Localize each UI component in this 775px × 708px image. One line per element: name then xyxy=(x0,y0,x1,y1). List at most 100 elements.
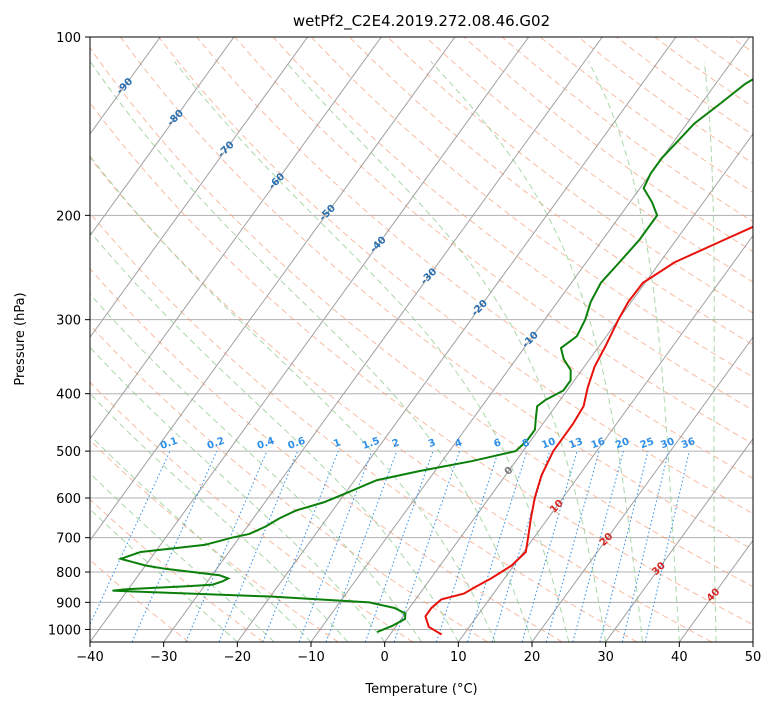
mixing-ratio-label: 13 xyxy=(568,436,585,451)
mixing-ratio-label: 25 xyxy=(639,436,656,451)
dry-adiabat xyxy=(90,268,563,642)
mixing-ratio-line xyxy=(393,450,461,642)
isotherm-line xyxy=(678,539,753,642)
mixing-ratio-line xyxy=(364,450,434,642)
isotherm-line xyxy=(531,336,753,642)
mixing-ratio-line xyxy=(218,450,299,642)
mixing-ratio-line xyxy=(435,450,499,642)
x-tick-label: −40 xyxy=(76,650,103,665)
y-tick-label: 200 xyxy=(56,209,81,224)
mixing-ratio-line xyxy=(545,450,600,642)
dry-adiabat xyxy=(120,37,753,551)
dry-adiabat xyxy=(196,37,753,479)
moist-adiabat xyxy=(90,61,533,642)
dry-adiabat xyxy=(158,37,753,515)
moist-adiabat xyxy=(90,434,312,642)
dry-adiabat xyxy=(90,324,488,642)
dry-adiabat xyxy=(387,37,753,314)
isotherm-line xyxy=(90,37,235,237)
mixing-ratio-line xyxy=(131,450,218,642)
mixing-ratio-label: 10 xyxy=(540,436,557,451)
y-tick-label: 300 xyxy=(56,314,81,329)
x-tick-label: 0 xyxy=(381,650,389,665)
moist-adiabat xyxy=(588,61,680,642)
y-tick-label: 400 xyxy=(56,388,81,403)
moist-adiabat xyxy=(90,508,238,642)
moist-adiabat xyxy=(90,230,459,642)
dry-adiabat xyxy=(234,37,753,445)
isotherm-line xyxy=(457,234,753,642)
chart-title: wetPf2_C2E4.2019.272.08.46.G02 xyxy=(293,12,550,31)
y-axis: 100 200 300 400 500 600 700 800 900 1000 xyxy=(48,31,90,638)
moist-adiabat xyxy=(90,392,349,642)
plot-area: -100-90-80-70-60-50-40-30-20-10010203040… xyxy=(90,37,753,642)
dry-adiabat xyxy=(90,102,753,626)
y-tick-label: 700 xyxy=(56,532,81,547)
moist-adiabat xyxy=(90,293,422,642)
mixing-ratio-line xyxy=(599,450,649,642)
x-tick-label: −10 xyxy=(297,650,324,665)
x-tick-label: 50 xyxy=(745,650,762,665)
mixing-ratio-label: 8 xyxy=(521,437,531,450)
x-tick-label: 20 xyxy=(524,650,541,665)
moist-adiabats xyxy=(90,61,717,642)
dry-adiabat xyxy=(90,212,638,642)
x-axis-label: Temperature (°C) xyxy=(364,682,477,697)
y-axis-label: Pressure (hPa) xyxy=(13,292,28,385)
mixing-ratio-line xyxy=(572,450,624,642)
isotherm-line xyxy=(90,37,456,542)
mixing-ratio-label: 30 xyxy=(659,436,676,451)
moist-adiabat xyxy=(284,61,607,642)
y-tick-label: 100 xyxy=(56,31,81,46)
mixing-ratio-line xyxy=(644,450,690,642)
plot-frame xyxy=(89,36,754,643)
x-tick-label: 30 xyxy=(597,650,614,665)
mixing-ratio-line xyxy=(185,450,268,642)
mixing-ratio-lines xyxy=(90,450,690,642)
x-axis: −40 −30 −20 −10 0 10 20 30 40 50 xyxy=(76,642,761,665)
moist-adiabat xyxy=(90,472,275,642)
dry-adiabat xyxy=(90,47,753,588)
isotherm-line xyxy=(90,37,309,339)
mixing-ratio-line xyxy=(90,450,171,626)
y-tick-label: 800 xyxy=(56,566,81,581)
moist-adiabat xyxy=(174,61,570,642)
mixing-ratio-label: 2 xyxy=(391,437,401,450)
mixing-ratio-line xyxy=(491,450,551,642)
dewpoint-line xyxy=(112,78,753,633)
mixing-ratio-label: 4 xyxy=(454,437,464,450)
x-tick-label: −30 xyxy=(150,650,177,665)
mixing-ratio-label: 1 xyxy=(332,437,342,450)
isotherm-line xyxy=(310,37,751,642)
moist-adiabat xyxy=(430,61,643,642)
isotherm-line xyxy=(384,133,753,642)
mixing-ratio-label: 6 xyxy=(492,437,502,450)
sounding-series xyxy=(112,78,753,636)
mixing-ratio-label: 36 xyxy=(680,436,697,451)
isotherm-line xyxy=(605,437,753,642)
mixing-ratio-label: 20 xyxy=(614,436,631,451)
isotherm-line xyxy=(163,37,603,642)
mixing-ratio-line xyxy=(521,450,578,642)
isotherm-line xyxy=(90,37,382,440)
temperature-line xyxy=(424,225,753,636)
x-tick-label: 40 xyxy=(671,650,688,665)
moist-adiabat xyxy=(90,155,496,642)
dry-adiabat xyxy=(90,157,712,642)
mixing-ratio-line xyxy=(467,450,528,642)
isotherms xyxy=(90,37,753,642)
x-tick-label: −20 xyxy=(224,650,251,665)
y-tick-label: 900 xyxy=(56,596,81,611)
x-tick-label: 10 xyxy=(450,650,467,665)
isotherm-line xyxy=(236,37,677,642)
mixing-ratio-label: 3 xyxy=(427,437,437,450)
mixing-ratio-label: 16 xyxy=(590,436,607,451)
dry-adiabat xyxy=(272,37,753,411)
mixing-ratio-line xyxy=(621,450,670,642)
y-tick-label: 500 xyxy=(56,445,81,460)
dry-adiabat xyxy=(425,37,753,283)
y-tick-label: 600 xyxy=(56,492,81,507)
isotherm-line xyxy=(90,37,530,642)
